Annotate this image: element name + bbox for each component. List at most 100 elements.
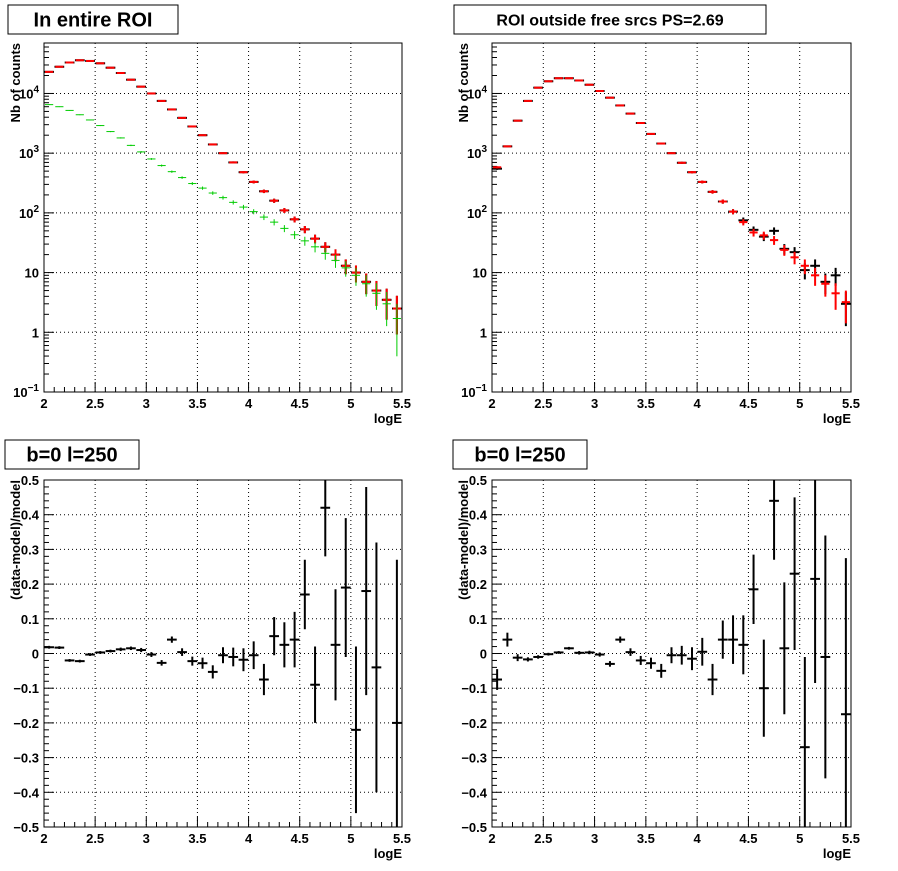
data-point xyxy=(331,254,340,268)
data-point xyxy=(177,648,187,656)
y-tick-label: 102 xyxy=(467,204,487,221)
data-point xyxy=(523,99,533,102)
x-tick-label: 3.5 xyxy=(637,831,655,846)
x-axis-title: logE xyxy=(374,846,402,861)
series-1 xyxy=(492,77,851,327)
data-point xyxy=(218,647,228,664)
data-point xyxy=(553,651,564,654)
y-tick-exponent: 3 xyxy=(481,144,487,155)
y-axis-title: Nb of counts xyxy=(8,43,23,122)
x-tick-label: 5 xyxy=(796,396,803,411)
data-point xyxy=(167,170,176,173)
x-tick-label: 5.5 xyxy=(393,396,411,411)
data-point xyxy=(54,646,65,649)
data-point xyxy=(157,99,166,102)
data-point xyxy=(708,190,717,194)
title-box xyxy=(452,439,588,470)
data-point xyxy=(810,267,820,286)
title-box xyxy=(4,439,140,470)
x-tick-label: 4.5 xyxy=(739,831,757,846)
data-point xyxy=(269,617,280,656)
data-point xyxy=(115,647,126,652)
data-point xyxy=(188,125,197,128)
x-tick-label: 2.5 xyxy=(86,831,104,846)
y-tick-label: 0.5 xyxy=(469,473,487,488)
data-point xyxy=(392,559,402,827)
data-point xyxy=(789,497,800,651)
data-point xyxy=(657,142,666,145)
x-tick-label: 3 xyxy=(143,831,150,846)
data-point xyxy=(239,204,248,210)
data-point xyxy=(300,226,309,234)
y-tick-label: −0.4 xyxy=(461,785,487,800)
data-point xyxy=(259,663,269,696)
data-point xyxy=(137,151,146,153)
data-point xyxy=(523,657,533,662)
y-tick-label: 102 xyxy=(19,204,39,221)
y-tick-exponent: 4 xyxy=(481,84,487,95)
data-point xyxy=(718,199,727,204)
data-point xyxy=(218,152,228,155)
y-tick-label: 0 xyxy=(480,647,487,662)
data-point xyxy=(780,245,789,256)
data-point xyxy=(85,653,95,656)
data-point xyxy=(676,645,687,665)
data-point xyxy=(769,227,779,235)
data-point xyxy=(513,119,522,122)
data-point xyxy=(831,283,840,310)
data-point xyxy=(605,96,615,99)
data-point xyxy=(290,231,299,240)
data-point xyxy=(748,554,759,625)
data-point xyxy=(229,200,238,205)
y-tick-mantissa: 10 xyxy=(19,146,33,161)
data-point xyxy=(820,535,831,779)
y-tick-mantissa: 10 xyxy=(13,385,27,400)
data-point xyxy=(687,171,697,174)
data-point xyxy=(248,641,259,670)
x-tick-label: 3.5 xyxy=(188,831,206,846)
y-tick-label: −0.1 xyxy=(13,681,39,696)
data-point xyxy=(382,291,391,327)
grid xyxy=(491,43,852,393)
y-tick-exponent: −1 xyxy=(476,383,488,394)
data-point xyxy=(197,657,208,669)
x-tick-label: 5.5 xyxy=(842,396,860,411)
y-tick-label: 0.5 xyxy=(21,473,39,488)
chart-title: b=0 l=250 xyxy=(26,445,117,467)
y-tick-label: −0.1 xyxy=(461,681,487,696)
data-point xyxy=(289,611,300,668)
data-point xyxy=(830,267,841,286)
x-tick-label: 4 xyxy=(245,396,253,411)
data-point xyxy=(177,176,187,179)
data-point xyxy=(330,589,341,701)
data-point xyxy=(503,145,512,148)
data-point xyxy=(779,582,790,715)
y-tick-label: 104 xyxy=(467,84,487,101)
data-point xyxy=(188,182,197,186)
data-point xyxy=(616,104,625,107)
y-tick-exponent: 3 xyxy=(33,144,39,155)
data-point xyxy=(677,161,686,164)
data-point xyxy=(512,654,523,662)
data-point xyxy=(75,114,84,116)
data-point xyxy=(147,158,156,160)
x-tick-label: 2 xyxy=(40,396,47,411)
data-point xyxy=(279,622,290,668)
data-point xyxy=(208,191,217,195)
data-point xyxy=(799,656,810,827)
data-point xyxy=(105,649,116,653)
series-1 xyxy=(492,480,851,827)
data-point xyxy=(146,652,157,657)
data-point xyxy=(167,108,176,111)
y-tick-label: −0.2 xyxy=(13,716,39,731)
x-tick-label: 3.5 xyxy=(188,396,206,411)
y-tick-label: −0.4 xyxy=(13,785,39,800)
x-tick-label: 3 xyxy=(143,396,150,411)
data-point xyxy=(177,116,187,119)
y-tick-mantissa: 10 xyxy=(467,86,481,101)
data-point xyxy=(341,261,350,277)
x-ticks xyxy=(43,817,403,827)
data-point xyxy=(259,189,269,194)
y-tick-label: 10−1 xyxy=(461,383,487,400)
